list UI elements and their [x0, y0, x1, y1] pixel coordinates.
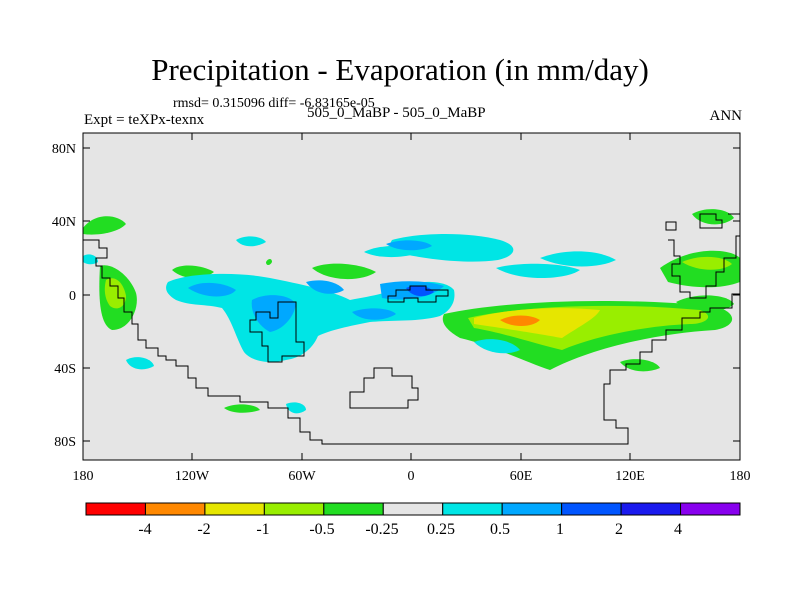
y-axis: [83, 147, 740, 442]
x-tick-label: 180: [73, 469, 94, 484]
colorbar-label: -0.25: [365, 521, 398, 538]
x-tick-label: 180: [730, 469, 751, 484]
coastline: [249, 301, 305, 363]
contour-patch: [126, 357, 154, 370]
contour-patch: [682, 256, 732, 270]
y-tick-label: 40N: [52, 215, 76, 230]
contour-patch: [83, 216, 126, 235]
colorbar-swatch: [620, 502, 682, 516]
colorbar-label: 4: [674, 521, 682, 538]
colorbar-swatch: [144, 502, 206, 516]
run-label: 505_0_MaBP - 505_0_MaBP: [307, 105, 486, 121]
colorbar-label: 1: [556, 521, 564, 538]
colorbar-swatch: [204, 502, 265, 516]
contour-patch: [352, 308, 396, 320]
colorbar-swatch: [382, 502, 444, 516]
colorbar-labels: -4 -2 -1 -0.5 -0.25 0.25 0.5 1 2 4: [138, 521, 682, 538]
contour-patch: [251, 295, 296, 332]
coastline: [699, 213, 723, 229]
coastline: [665, 221, 677, 231]
contour-patch: [406, 285, 434, 297]
x-axis: [191, 133, 631, 460]
colorbar-swatch: [501, 502, 563, 516]
colorbar-label: 2: [615, 521, 623, 538]
contour-patch: [286, 402, 306, 414]
coastline: [83, 239, 740, 445]
x-tick-label: 0: [408, 469, 415, 484]
x-tick-label: 120E: [615, 469, 645, 484]
y-tick-label: 80N: [52, 142, 76, 157]
contour-patch: [500, 315, 540, 326]
contour-patch: [236, 236, 266, 247]
contour-patch: [474, 308, 600, 338]
stats-line: rmsd= 0.315096 diff= -6.83165e-05: [173, 96, 375, 111]
x-tick-label: 60E: [510, 469, 533, 484]
y-tick-label: 40S: [54, 362, 76, 377]
plot-title: Precipitation - Evaporation (in mm/day): [151, 52, 649, 87]
experiment-label: Expt = teXPx-texnx: [84, 112, 205, 128]
colorbar-swatch: [85, 502, 146, 516]
contour-patch: [306, 280, 344, 294]
colorbar-label: 0.5: [490, 521, 510, 538]
contour-patch: [540, 251, 616, 267]
contour-patch: [312, 263, 376, 280]
contour-patch: [266, 259, 272, 265]
contour-patch: [676, 295, 734, 312]
coastline: [668, 235, 740, 299]
x-tick-label: 120W: [175, 469, 210, 484]
contour-patch: [224, 404, 260, 413]
contour-patch: [692, 209, 734, 225]
colorbar-swatch: [680, 502, 741, 516]
coastlines: [83, 213, 740, 445]
x-tick-label: 60W: [288, 469, 316, 484]
colorbar-swatch: [442, 502, 503, 516]
colorbar-label: -4: [138, 521, 151, 538]
colorbar-swatch: [561, 502, 622, 516]
colorbar-swatch: [263, 502, 325, 516]
contour-patch: [620, 359, 660, 372]
contour-patch: [496, 263, 580, 278]
y-tick-label: 80S: [54, 435, 76, 450]
colorbar-label: -0.5: [309, 521, 334, 538]
coastline: [349, 367, 419, 409]
colorbar: [85, 502, 741, 516]
contour-patch: [188, 282, 236, 297]
colorbar-label: 0.25: [427, 521, 455, 538]
contour-patch: [390, 234, 514, 262]
contour-patch: [83, 254, 98, 265]
season-label: ANN: [709, 108, 743, 124]
contour-patch: [474, 339, 520, 354]
y-tick-label: 0: [69, 289, 76, 304]
colorbar-label: -1: [256, 521, 269, 538]
colorbar-swatch: [323, 502, 384, 516]
contour-patch: [386, 240, 432, 251]
colorbar-label: -2: [197, 521, 210, 538]
coastline: [387, 285, 449, 303]
